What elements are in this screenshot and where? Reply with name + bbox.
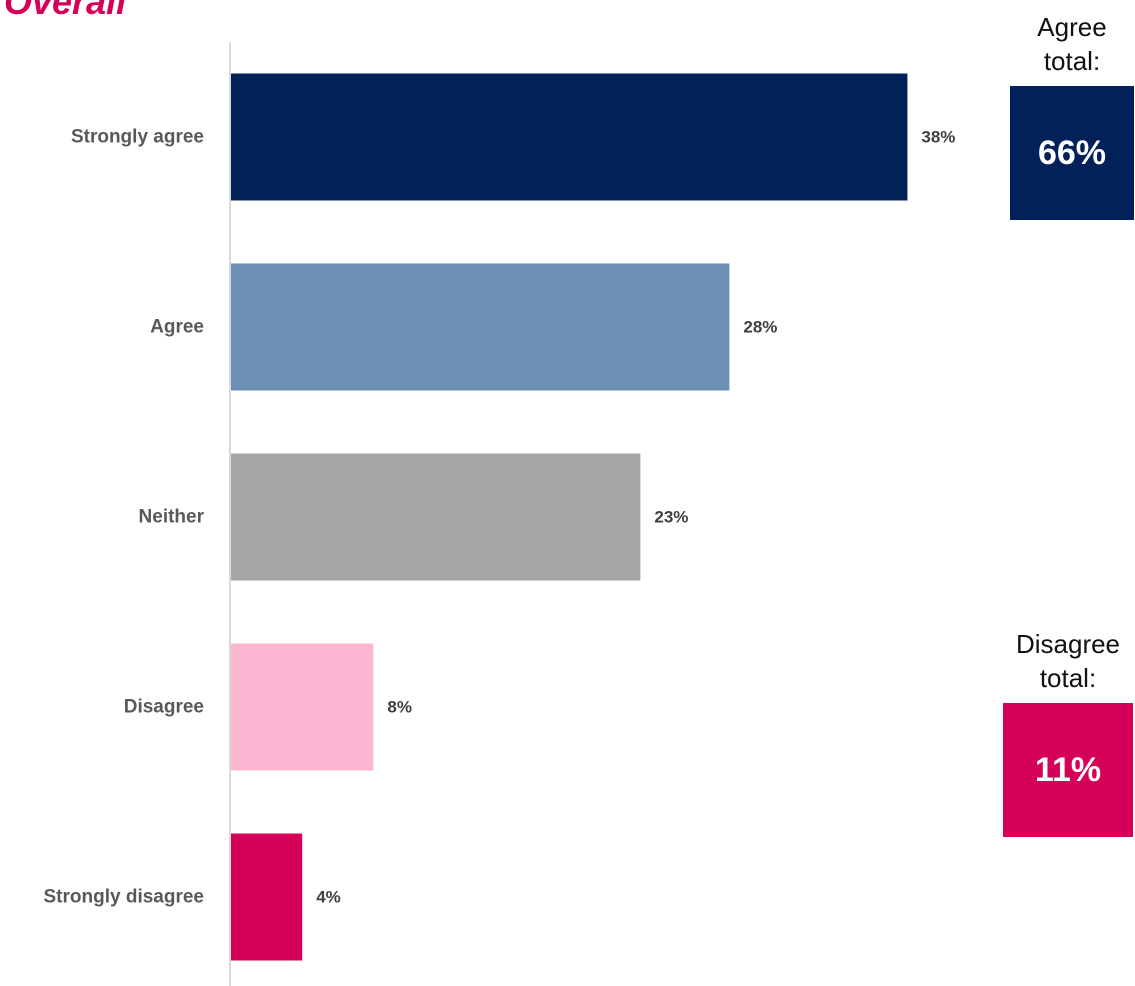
agree-total-value: 66% <box>1010 86 1134 220</box>
category-label-disagree: Disagree <box>124 697 204 718</box>
disagree-total-summary: Disagree total: 11% <box>1003 627 1133 837</box>
bars-group <box>231 73 908 961</box>
value-label-agree: 28% <box>743 318 777 337</box>
disagree-total-label-line2: total: <box>1039 663 1097 693</box>
agree-total-summary: Agree total: 66% <box>1010 10 1134 220</box>
category-label-strongly-disagree: Strongly disagree <box>44 887 205 908</box>
bar-disagree <box>231 643 374 771</box>
value-labels-group: 38% 28% 23% 8% 4% <box>316 128 955 907</box>
bar-strongly-disagree <box>231 833 303 961</box>
page-title: Overall <box>4 0 127 22</box>
bar-agree <box>231 263 730 391</box>
value-label-neither: 23% <box>654 508 688 527</box>
disagree-total-value: 11% <box>1003 703 1133 837</box>
value-label-disagree: 8% <box>387 698 412 717</box>
value-label-strongly-disagree: 4% <box>316 888 341 907</box>
disagree-total-label-line1: Disagree <box>1015 629 1121 659</box>
category-label-strongly-agree: Strongly agree <box>71 127 204 148</box>
agree-total-label-line1: Agree <box>1037 12 1107 42</box>
category-label-agree: Agree <box>150 317 204 338</box>
bar-strongly-agree <box>231 73 908 201</box>
bar-chart: Strongly agree Agree Neither Disagree Strong… <box>44 42 955 986</box>
bar-neither <box>231 453 641 581</box>
category-labels-group: Strongly agree Agree Neither Disagree Strong… <box>44 127 205 908</box>
value-label-strongly-agree: 38% <box>921 128 955 147</box>
agree-total-label-line2: total: <box>1043 46 1101 76</box>
category-label-neither: Neither <box>139 507 205 528</box>
